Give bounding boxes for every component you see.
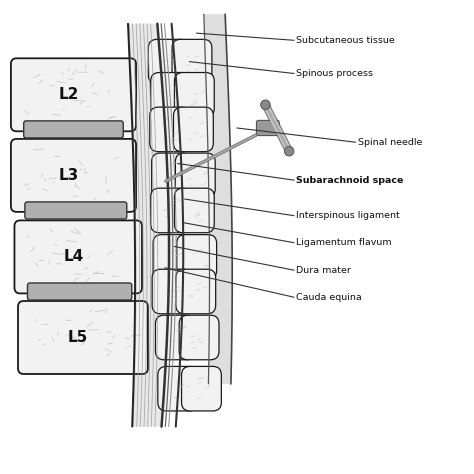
FancyBboxPatch shape — [176, 269, 216, 314]
Text: L4: L4 — [64, 249, 83, 264]
Text: Spinal needle: Spinal needle — [358, 138, 422, 146]
Circle shape — [284, 146, 294, 156]
FancyBboxPatch shape — [11, 139, 136, 212]
Text: Subcutaneous tissue: Subcutaneous tissue — [296, 36, 395, 45]
FancyBboxPatch shape — [153, 235, 193, 279]
FancyBboxPatch shape — [25, 202, 127, 219]
Text: Subarachnoid space: Subarachnoid space — [296, 176, 404, 184]
FancyBboxPatch shape — [155, 315, 195, 360]
FancyBboxPatch shape — [27, 283, 132, 300]
FancyBboxPatch shape — [18, 301, 148, 374]
FancyBboxPatch shape — [179, 315, 219, 360]
FancyBboxPatch shape — [177, 235, 217, 279]
FancyBboxPatch shape — [152, 269, 192, 314]
FancyBboxPatch shape — [151, 73, 191, 117]
Polygon shape — [128, 24, 169, 427]
Circle shape — [261, 100, 270, 109]
FancyBboxPatch shape — [150, 107, 190, 152]
Polygon shape — [204, 14, 232, 384]
Text: Ligamentum flavum: Ligamentum flavum — [296, 238, 392, 247]
FancyBboxPatch shape — [174, 73, 214, 117]
FancyBboxPatch shape — [158, 366, 198, 411]
Text: Interspinous ligament: Interspinous ligament — [296, 211, 400, 220]
FancyBboxPatch shape — [24, 121, 123, 138]
FancyBboxPatch shape — [11, 58, 136, 131]
Text: Cauda equina: Cauda equina — [296, 293, 362, 301]
Text: L2: L2 — [59, 87, 79, 102]
Text: Spinous process: Spinous process — [296, 69, 373, 78]
FancyBboxPatch shape — [15, 220, 142, 293]
FancyBboxPatch shape — [173, 107, 213, 152]
Text: L3: L3 — [59, 168, 79, 183]
FancyBboxPatch shape — [151, 188, 191, 233]
FancyBboxPatch shape — [152, 153, 191, 198]
FancyBboxPatch shape — [148, 39, 188, 84]
FancyBboxPatch shape — [182, 366, 221, 411]
Text: Dura mater: Dura mater — [296, 266, 351, 274]
Text: L5: L5 — [68, 330, 88, 345]
FancyBboxPatch shape — [174, 188, 214, 233]
FancyBboxPatch shape — [172, 39, 212, 84]
FancyBboxPatch shape — [256, 120, 279, 136]
FancyBboxPatch shape — [175, 153, 215, 198]
